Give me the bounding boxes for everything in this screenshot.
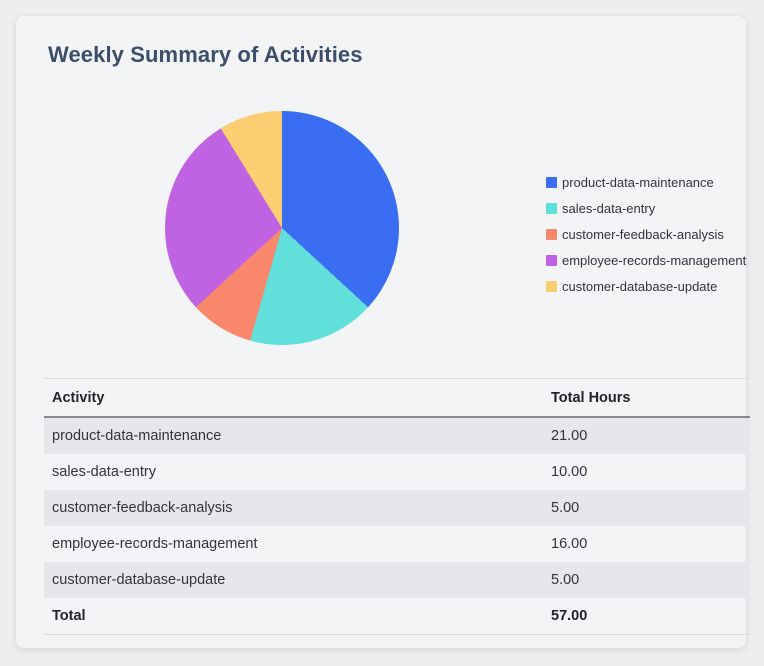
legend-swatch-icon (546, 202, 557, 214)
table-row: employee-records-management 16.00 (44, 526, 750, 562)
hours-cell: 16.00 (551, 536, 588, 552)
hours-cell: 21.00 (551, 428, 588, 444)
activity-cell: customer-database-update (52, 572, 226, 588)
hours-cell: 5.00 (551, 572, 580, 588)
legend-label: employee-records-management (562, 252, 747, 268)
activity-cell: product-data-maintenance (52, 428, 222, 444)
legend-label: customer-database-update (562, 278, 718, 294)
legend-swatch-icon (546, 176, 557, 188)
pie-chart[interactable] (165, 111, 399, 345)
table-row: product-data-maintenance 21.00 (44, 417, 750, 454)
table-header-row: Activity Total Hours (44, 378, 750, 418)
legend-swatch-icon (546, 228, 557, 240)
activity-cell: employee-records-management (52, 536, 258, 552)
legend-item[interactable]: employee-records-management (546, 252, 746, 268)
activity-table: Activity Total Hours product-data-mainten… (44, 378, 750, 635)
legend-label: customer-feedback-analysis (562, 226, 724, 242)
legend-item[interactable]: product-data-maintenance (546, 174, 746, 190)
total-hours-cell: 57.00 (543, 598, 750, 635)
table-row: customer-database-update 5.00 (44, 562, 750, 598)
activity-table-container: Activity Total Hours product-data-mainten… (44, 378, 750, 635)
table-body: product-data-maintenance 21.00 sales-data-… (44, 417, 750, 635)
summary-card: Weekly Summary of Activities product-dat… (16, 16, 750, 648)
hours-cell: 5.00 (551, 500, 580, 516)
chart-legend: product-data-maintenance sales-data-entry… (546, 174, 746, 294)
activity-cell: customer-feedback-analysis (52, 500, 233, 516)
legend-label: product-data-maintenance (562, 174, 714, 190)
legend-label: sales-data-entry (562, 200, 656, 216)
hours-cell: 10.00 (551, 464, 588, 480)
legend-item[interactable]: customer-database-update (546, 278, 746, 294)
column-header: Activity (44, 378, 543, 418)
legend-item[interactable]: sales-data-entry (546, 200, 746, 216)
column-header: Total Hours (543, 378, 750, 418)
table-row: sales-data-entry 10.00 (44, 454, 750, 490)
legend-swatch-icon (546, 254, 557, 266)
legend-item[interactable]: customer-feedback-analysis (546, 226, 746, 242)
legend-swatch-icon (546, 280, 557, 292)
total-label-cell: Total (44, 598, 543, 635)
table-row: customer-feedback-analysis 5.00 (44, 490, 750, 526)
page-title: Weekly Summary of Activities (48, 42, 363, 67)
activity-cell: sales-data-entry (52, 464, 156, 480)
total-row: Total 57.00 (44, 598, 750, 635)
